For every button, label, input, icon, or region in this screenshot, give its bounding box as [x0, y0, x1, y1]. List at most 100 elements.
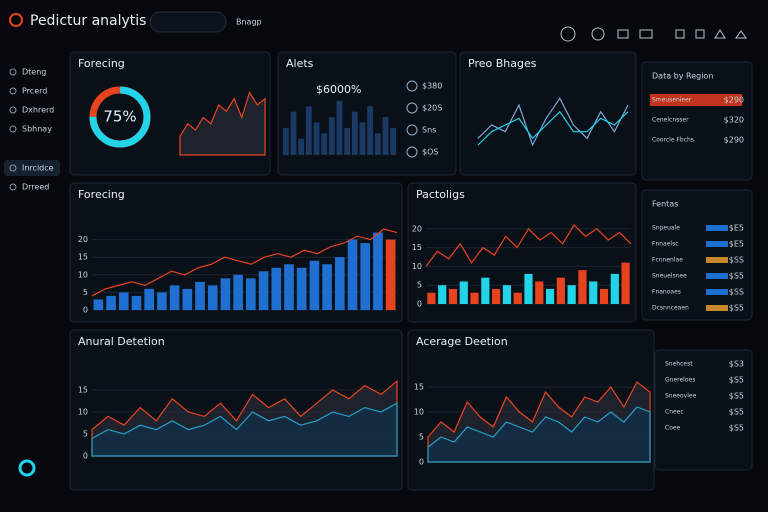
- panel: [277, 51, 457, 176]
- y-tick-label: 20: [412, 224, 422, 233]
- area: [179, 91, 266, 156]
- bar: [367, 106, 374, 155]
- y-tick-label: 5: [83, 288, 88, 297]
- bar: [282, 127, 289, 155]
- bar: [359, 122, 366, 155]
- bar: [182, 288, 193, 310]
- row-name: Gnereloes: [665, 377, 695, 384]
- line: [91, 228, 398, 297]
- bar: [195, 281, 205, 310]
- donut-label: 75%: [103, 108, 136, 126]
- panel-title: Alets: [286, 57, 314, 70]
- row-name: Cneec: [665, 409, 684, 416]
- y-tick-label: 10: [78, 270, 88, 279]
- bar: [271, 267, 282, 310]
- panel-title: Forecing: [78, 188, 125, 201]
- panel: [641, 189, 753, 321]
- bar: [492, 288, 501, 304]
- row-name: Fcnnenlae: [652, 257, 683, 264]
- row-value: $S5: [729, 304, 744, 313]
- logo: [9, 13, 23, 27]
- bar: [470, 292, 479, 304]
- bar: [258, 271, 269, 310]
- panel-title: Forecing: [78, 57, 125, 70]
- y-tick-label: 5: [417, 281, 422, 290]
- row-value: $S5: [729, 424, 744, 433]
- row-bar: [706, 273, 728, 279]
- row-name: Cenelcnsser: [652, 117, 689, 124]
- bar: [328, 117, 335, 155]
- bar: [374, 133, 381, 155]
- bar: [347, 239, 358, 310]
- bar: [321, 133, 328, 155]
- nav-icon: [9, 125, 17, 133]
- bar: [502, 285, 512, 304]
- bar: [524, 273, 533, 304]
- row-value: $290: [724, 96, 744, 105]
- row-value: $S5: [729, 376, 744, 385]
- bar: [448, 288, 458, 304]
- bar: [290, 111, 297, 155]
- y-tick-label: 10: [78, 408, 88, 417]
- y-tick-label: 0: [83, 452, 88, 461]
- bar: [545, 288, 555, 304]
- search-box[interactable]: [149, 11, 227, 33]
- bar: [578, 270, 587, 304]
- bar: [296, 267, 307, 310]
- panel: [654, 349, 753, 471]
- bar: [207, 285, 218, 310]
- bar: [246, 278, 256, 310]
- nav-item: Sbhnay: [22, 125, 52, 134]
- row-value: $S5: [729, 272, 744, 281]
- area: [427, 406, 651, 463]
- bar: [106, 295, 116, 310]
- status-dot: [18, 459, 36, 477]
- toolbar-icons[interactable]: [560, 26, 747, 42]
- bar: [313, 122, 320, 155]
- headline: $6000%: [316, 83, 361, 96]
- area: [91, 402, 398, 457]
- donut-value: [89, 86, 151, 148]
- y-tick-label: 15: [78, 253, 88, 262]
- bar: [556, 277, 565, 304]
- nav-icon: [9, 183, 17, 191]
- row-name: Smeusenieer: [652, 97, 692, 104]
- row-name: Sneeovlee: [665, 393, 697, 400]
- y-tick-label: 15: [414, 383, 424, 392]
- y-tick-label: 5: [83, 430, 88, 439]
- line: [477, 110, 629, 146]
- y-tick-label: 0: [419, 458, 424, 467]
- line: [477, 97, 629, 147]
- bar: [305, 106, 312, 155]
- bar: [385, 239, 396, 310]
- row-value: $S3: [729, 360, 744, 369]
- item-icon: [406, 102, 418, 114]
- bar: [567, 285, 576, 304]
- bar: [373, 232, 383, 310]
- bar: [169, 285, 180, 310]
- bar: [93, 299, 104, 310]
- bar: [513, 292, 522, 304]
- row-value: $290: [724, 136, 744, 145]
- nav-item: Drreed: [22, 183, 49, 192]
- nav-icon: [9, 68, 17, 76]
- row-bar: [706, 289, 728, 295]
- app-title: Pedictur analytis: [30, 13, 146, 29]
- bar: [322, 264, 332, 310]
- row-name: Snehcest: [665, 361, 693, 368]
- bar: [284, 264, 294, 310]
- item-icon: [406, 80, 418, 92]
- nav-item: Dxhrerd: [22, 106, 54, 115]
- row-bar: [706, 241, 728, 247]
- y-tick-label: 0: [83, 306, 88, 315]
- row-name: Snpeuale: [652, 225, 680, 232]
- row-value: $S5: [729, 408, 744, 417]
- bar: [382, 117, 389, 155]
- bar: [351, 111, 358, 155]
- row-name: Fnanoaes: [652, 289, 681, 296]
- bar: [621, 262, 630, 304]
- alert-item: $380: [422, 82, 442, 91]
- bar: [233, 274, 243, 310]
- panel-title: Acerage Deetion: [416, 335, 508, 348]
